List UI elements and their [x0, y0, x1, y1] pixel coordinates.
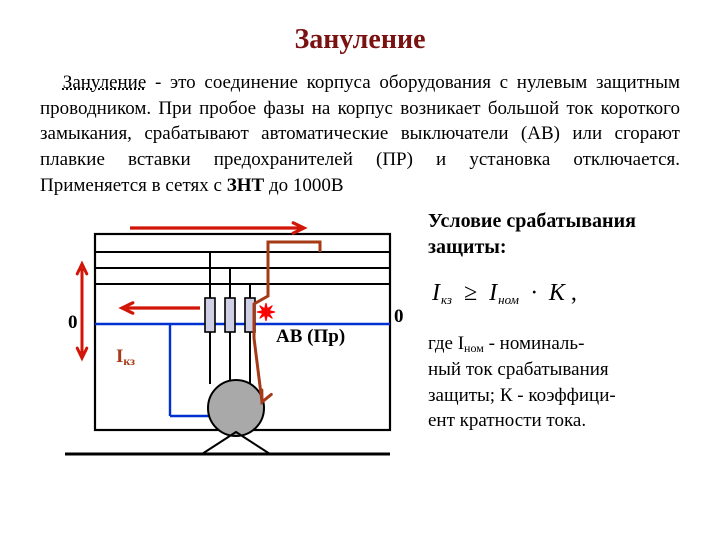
condition-explain: где Iном - номиналь-ный ток срабатывания…: [428, 331, 680, 434]
condition-formula: Iкз ≥ Iном · К ,: [432, 278, 680, 309]
label-av-pr: АВ (Пр): [276, 326, 345, 348]
condition-block: Условие срабатывания защиты: Iкз ≥ Iном …: [428, 208, 680, 468]
definition-paragraph: Зануление - это соединение корпуса обору…: [40, 70, 680, 198]
lead-term: Зануление: [63, 72, 146, 93]
circuit-svg: [40, 208, 400, 468]
circuit-diagram: 0 0 Iкз АВ (Пр): [40, 208, 400, 468]
para-after-bold: до 1000В: [264, 175, 343, 196]
label-zero-left: 0: [68, 312, 78, 334]
condition-heading: Условие срабатывания защиты:: [428, 208, 680, 260]
label-i-kz: Iкз: [116, 346, 135, 369]
para-bold-tail: ЗНТ: [227, 175, 264, 196]
label-zero-right: 0: [394, 306, 404, 328]
page-title: Зануление: [40, 24, 680, 56]
